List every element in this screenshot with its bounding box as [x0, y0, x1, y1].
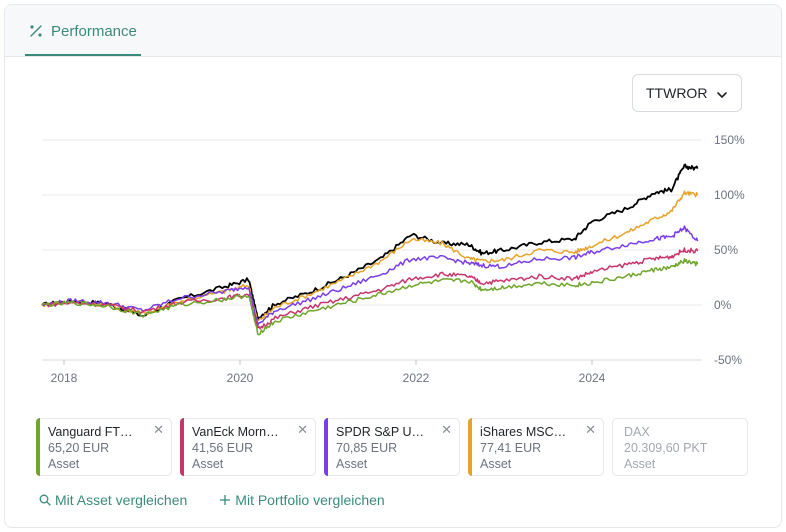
legend-kind: Asset: [192, 457, 224, 471]
metric-select-value: TTWROR: [646, 85, 708, 101]
chevron-down-icon: [716, 88, 728, 100]
series-line: [41, 163, 699, 321]
performance-card: Performance TTWROR 150% 100% 50% 0% -50% 2018…: [4, 4, 782, 528]
legend-name: SPDR S&P U…: [336, 425, 424, 439]
search-icon: [39, 494, 51, 506]
compare-actions: Mit Asset vergleichen Mit Portfolio verg…: [39, 492, 385, 508]
legend-name: VanEck Morn…: [192, 425, 279, 439]
series-line: [41, 247, 699, 330]
legend-price: 65,20 EUR: [48, 441, 110, 455]
y-tick-label: 0%: [714, 298, 732, 312]
y-tick-label: 50%: [714, 243, 738, 257]
legend-kind: Asset: [336, 457, 368, 471]
metric-select[interactable]: TTWROR: [632, 74, 742, 112]
y-tick-label: -50%: [714, 353, 742, 367]
legend-price: 77,41 EUR: [480, 441, 542, 455]
legend-price: 41,56 EUR: [192, 441, 254, 455]
legend-color-bar: [36, 418, 40, 476]
legend-color-bar: [180, 418, 184, 476]
close-icon[interactable]: ✕: [441, 422, 452, 437]
compare-portfolio-button[interactable]: Mit Portfolio vergleichen: [219, 492, 385, 508]
legend-color-bar: [468, 418, 472, 476]
series-line: [41, 190, 699, 322]
legend-color-bar: [324, 418, 328, 476]
x-tick-label: 2018: [51, 371, 78, 385]
x-tick-label: 2022: [403, 371, 430, 385]
legend-name: DAX: [624, 425, 650, 439]
x-tick-label: 2024: [579, 371, 606, 385]
legend-kind: Asset: [480, 457, 512, 471]
legend-name: iShares MSC…: [480, 425, 567, 439]
legend-price: 20.309,60 PKT: [624, 441, 708, 455]
compare-asset-button[interactable]: Mit Asset vergleichen: [39, 492, 187, 508]
compare-portfolio-label: Mit Portfolio vergleichen: [235, 492, 385, 508]
legend-kind: Asset: [48, 457, 80, 471]
x-tick-label: 2020: [227, 371, 254, 385]
compare-asset-label: Mit Asset vergleichen: [55, 492, 188, 508]
tab-active-indicator: [25, 54, 141, 56]
tab-bar: Performance: [5, 5, 781, 57]
close-icon[interactable]: ✕: [297, 422, 308, 437]
y-tick-label: 100%: [714, 188, 745, 202]
tab-label: Performance: [51, 22, 137, 40]
y-tick-label: 150%: [714, 133, 745, 147]
legend-kind: Asset: [624, 457, 656, 471]
percent-icon: [29, 24, 43, 38]
series-line: [41, 225, 699, 327]
legend-price: 70,85 EUR: [336, 441, 398, 455]
close-icon[interactable]: ✕: [585, 422, 596, 437]
legend-name: Vanguard FT…: [48, 425, 133, 439]
plus-icon: [219, 494, 231, 506]
legend: Vanguard FT… 65,20 EUR Asset ✕ VanEck Morn… 4…: [36, 418, 748, 476]
performance-chart: 150% 100% 50% 0% -50% 2018 2020 2022 2024: [41, 133, 745, 385]
legend-chip[interactable]: DAX 20.309,60 PKT Asset: [612, 418, 748, 476]
legend-chip[interactable]: SPDR S&P U… 70,85 EUR Asset ✕: [324, 418, 460, 476]
tab-performance[interactable]: Performance: [25, 5, 141, 57]
close-icon[interactable]: ✕: [153, 422, 164, 437]
legend-chip[interactable]: iShares MSC… 77,41 EUR Asset ✕: [468, 418, 604, 476]
legend-chip[interactable]: Vanguard FT… 65,20 EUR Asset ✕: [36, 418, 172, 476]
legend-chip[interactable]: VanEck Morn… 41,56 EUR Asset ✕: [180, 418, 316, 476]
series-line: [41, 258, 699, 336]
